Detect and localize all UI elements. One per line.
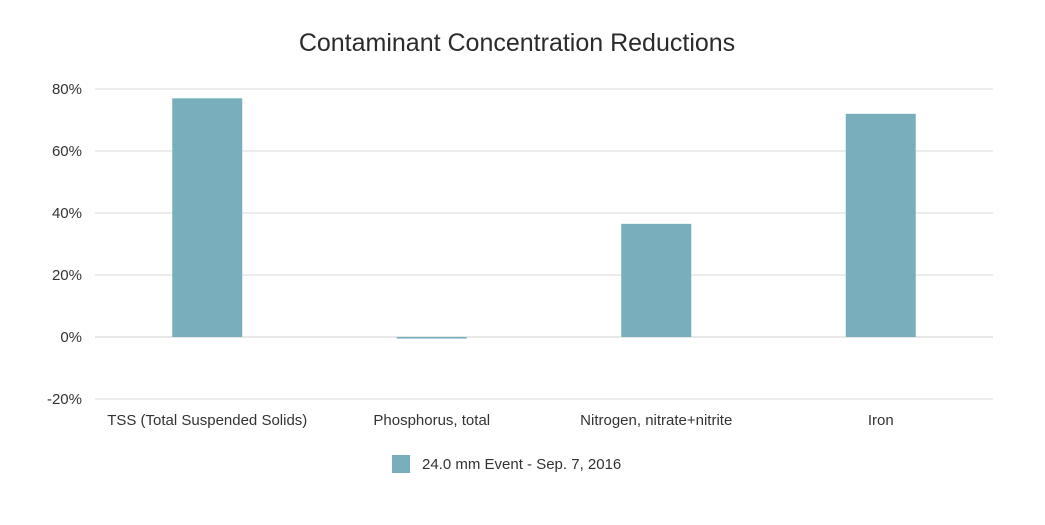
legend-label: 24.0 mm Event - Sep. 7, 2016 xyxy=(422,456,621,473)
x-tick-label: Nitrogen, nitrate+nitrite xyxy=(580,412,732,429)
y-tick-label: 0% xyxy=(60,329,82,346)
y-tick-label: 60% xyxy=(52,143,82,160)
legend: 24.0 mm Event - Sep. 7, 2016 xyxy=(392,455,621,473)
chart-title: Contaminant Concentration Reductions xyxy=(299,29,735,57)
bars xyxy=(172,98,916,339)
x-tick-label: Phosphorus, total xyxy=(373,412,490,429)
y-axis-ticks: 80% 60% 40% 20% 0% -20% xyxy=(47,81,82,408)
y-tick-label: 20% xyxy=(52,267,82,284)
y-tick-label: -20% xyxy=(47,391,82,408)
y-tick-label: 80% xyxy=(52,81,82,98)
legend-swatch xyxy=(392,455,410,473)
bar xyxy=(396,337,467,339)
bar xyxy=(172,98,243,337)
bar xyxy=(845,113,916,337)
gridlines xyxy=(95,88,993,400)
x-tick-label: TSS (Total Suspended Solids) xyxy=(107,412,307,429)
y-tick-label: 40% xyxy=(52,205,82,222)
x-tick-label: Iron xyxy=(868,412,894,429)
x-axis-labels: TSS (Total Suspended Solids) Phosphorus, … xyxy=(107,412,893,429)
bar xyxy=(621,223,692,337)
